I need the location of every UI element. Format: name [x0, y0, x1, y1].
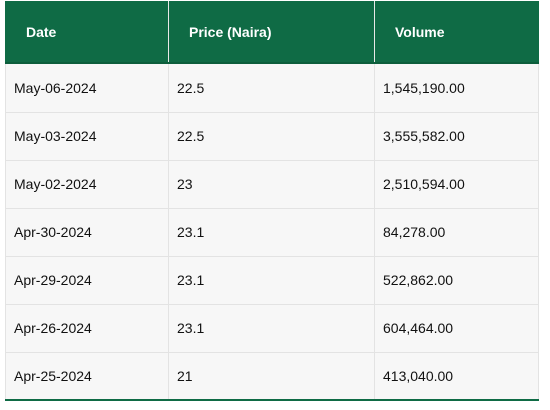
- cell-date: Apr-30-2024: [5, 207, 169, 257]
- table-body: May-06-2024 22.5 1,545,190.00 May-03-202…: [5, 62, 539, 401]
- cell-volume: 522,862.00: [374, 255, 539, 305]
- cell-volume: 1,545,190.00: [374, 62, 539, 113]
- table-row: May-02-2024 23 2,510,594.00: [5, 159, 539, 209]
- cell-volume: 3,555,582.00: [374, 111, 539, 161]
- column-header-date: Date: [5, 1, 169, 64]
- cell-date: Apr-29-2024: [5, 255, 169, 305]
- cell-price: 23: [168, 159, 375, 209]
- cell-date: May-02-2024: [5, 159, 169, 209]
- column-header-volume: Volume: [374, 1, 539, 64]
- cell-volume: 2,510,594.00: [374, 159, 539, 209]
- cell-date: May-03-2024: [5, 111, 169, 161]
- price-history-table: Date Price (Naira) Volume May-06-2024 22…: [5, 1, 539, 401]
- cell-volume: 413,040.00: [374, 351, 539, 401]
- table-row: Apr-26-2024 23.1 604,464.00: [5, 303, 539, 353]
- price-history-table-container: Date Price (Naira) Volume May-06-2024 22…: [5, 1, 539, 401]
- table-row: Apr-25-2024 21 413,040.00: [5, 351, 539, 401]
- cell-date: May-06-2024: [5, 62, 169, 113]
- cell-date: Apr-26-2024: [5, 303, 169, 353]
- table-row: May-06-2024 22.5 1,545,190.00: [5, 62, 539, 113]
- cell-price: 23.1: [168, 207, 375, 257]
- cell-date: Apr-25-2024: [5, 351, 169, 401]
- table-row: Apr-29-2024 23.1 522,862.00: [5, 255, 539, 305]
- cell-price: 23.1: [168, 303, 375, 353]
- cell-volume: 604,464.00: [374, 303, 539, 353]
- column-header-price: Price (Naira): [168, 1, 375, 64]
- cell-price: 23.1: [168, 255, 375, 305]
- header-row: Date Price (Naira) Volume: [5, 1, 539, 64]
- table-header: Date Price (Naira) Volume: [5, 1, 539, 64]
- cell-price: 22.5: [168, 111, 375, 161]
- cell-price: 22.5: [168, 62, 375, 113]
- table-row: May-03-2024 22.5 3,555,582.00: [5, 111, 539, 161]
- cell-volume: 84,278.00: [374, 207, 539, 257]
- cell-price: 21: [168, 351, 375, 401]
- table-row: Apr-30-2024 23.1 84,278.00: [5, 207, 539, 257]
